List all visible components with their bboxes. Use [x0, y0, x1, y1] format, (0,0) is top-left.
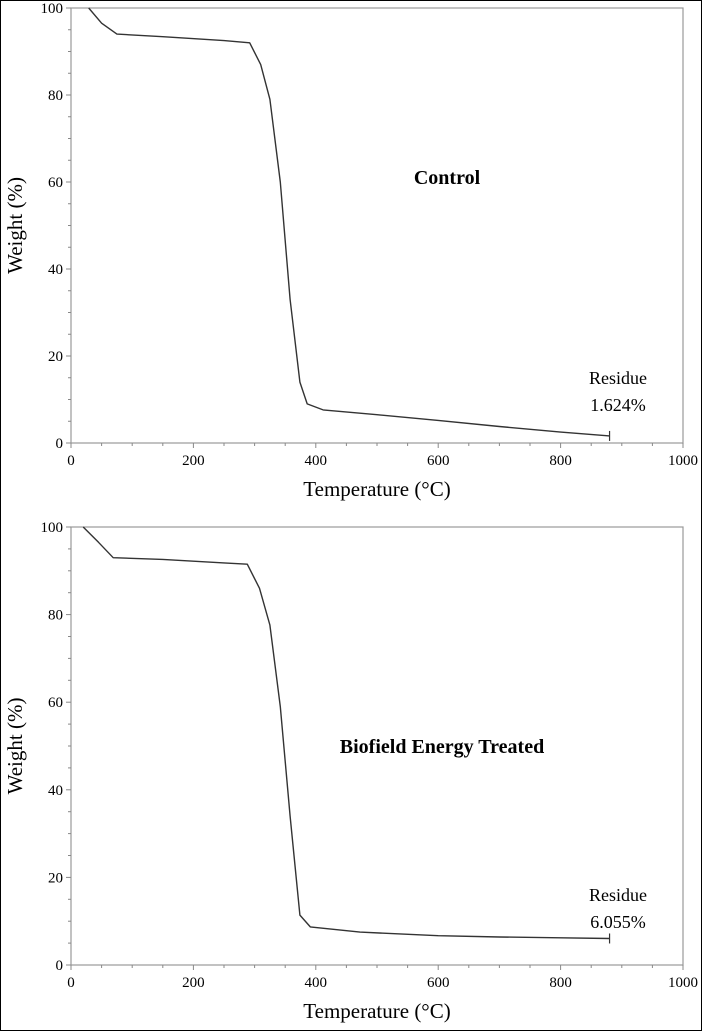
residue-label: Residue: [589, 368, 647, 388]
chart-treated: 0 200 400 600 800 1000 0 20 40 60 80 100 Temperature…: [3, 520, 698, 1023]
weight-curve: [82, 526, 610, 940]
y-tick-label: 40: [48, 262, 63, 278]
chart-title: Control: [414, 167, 481, 189]
x-tick-label: 800: [549, 975, 572, 991]
y-tick-label: 80: [48, 88, 63, 104]
y-tick-label: 80: [48, 608, 63, 624]
y-axis-label: Weight (%): [3, 177, 27, 274]
residue-value: 1.624%: [590, 395, 646, 415]
chart-title: Biofield Energy Treated: [340, 736, 544, 758]
x-tick-label: 0: [67, 453, 75, 469]
residue-label: Residue: [589, 885, 647, 905]
chart-control: 0 200 400 600 800 1000 0 20 40 60 80 100 Temperature…: [3, 1, 698, 501]
y-tick-label: 20: [48, 870, 63, 886]
y-tick-label: 60: [48, 695, 63, 711]
x-tick-label: 200: [182, 453, 205, 469]
x-tick-label: 1000: [668, 975, 698, 991]
y-tick-label: 0: [56, 958, 64, 974]
x-tick-label: 800: [549, 453, 572, 469]
y-tick-label: 100: [41, 520, 64, 536]
weight-curve: [88, 7, 610, 437]
x-axis-label: Temperature (°C): [303, 999, 450, 1023]
x-tick-label: 200: [182, 975, 205, 991]
y-tick-label: 100: [41, 1, 64, 17]
x-tick-label: 600: [427, 453, 450, 469]
x-tick-label: 400: [305, 453, 328, 469]
x-tick-label: 0: [67, 975, 75, 991]
x-tick-label: 1000: [668, 453, 698, 469]
x-axis-label: Temperature (°C): [303, 477, 450, 501]
y-tick-label: 20: [48, 349, 63, 365]
residue-value: 6.055%: [590, 912, 646, 932]
y-axis-label: Weight (%): [3, 698, 27, 795]
x-tick-label: 400: [305, 975, 328, 991]
y-tick-label: 40: [48, 783, 63, 799]
y-tick-label: 60: [48, 175, 63, 191]
x-tick-label: 600: [427, 975, 450, 991]
y-tick-label: 0: [56, 436, 64, 452]
